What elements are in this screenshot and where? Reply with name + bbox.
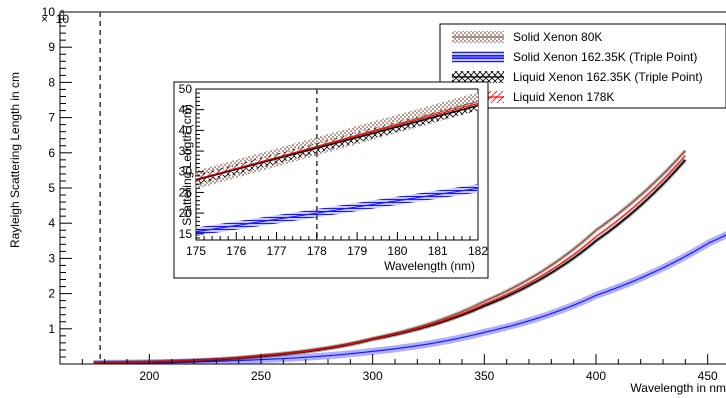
inset-y-tick-label: 45: [179, 103, 193, 117]
main-y-tick-label: 9: [48, 40, 55, 54]
inset-y-tick-label: 30: [179, 165, 193, 179]
inset-line-solid-xenon-162-35k-triple-point: [196, 187, 478, 233]
main-x-tick-label: 350: [474, 369, 494, 383]
main-line-liquid-xenon-178k: [93, 155, 686, 364]
inset-plot-frame: [195, 88, 479, 241]
legend-label-liquid-xenon-178k: Liquid Xenon 178K: [513, 90, 614, 104]
main-y-tick-label: 6: [48, 146, 55, 160]
inset-series-group: [196, 92, 478, 236]
main-x-axis-label: Wavelength in nm: [630, 381, 726, 395]
inset-x-axis-label: Wavelength (nm): [384, 259, 475, 273]
inset-x-axis: 175 176 177 178 179 180 181 182: [186, 232, 488, 258]
inset-x-tick-label: 175: [186, 244, 206, 258]
main-x-tick-label: 300: [363, 369, 383, 383]
inset-y-tick-label: 35: [179, 144, 193, 158]
main-x-axis: 200 250 300 350 400 450: [59, 354, 718, 383]
inset-x-tick-label: 179: [347, 244, 367, 258]
inset-x-tick-label: 182: [468, 244, 488, 258]
main-x-tick-label: 450: [698, 369, 718, 383]
inset-y-tick-label: 50: [179, 82, 193, 96]
inset-x-tick-label: 180: [387, 244, 407, 258]
inset-y-axis-label: Scattering Length (cm): [180, 104, 194, 225]
main-y-tick-label: 10: [42, 5, 56, 19]
main-y-tick-label: 3: [48, 251, 55, 265]
main-y-tick-label: 8: [48, 75, 55, 89]
main-y-exponent-times: ×: [41, 12, 48, 26]
legend-label-solid-xenon-162-35k-triple-point: Solid Xenon 162.35K (Triple Point): [513, 50, 697, 64]
main-y-exponent: 10 × 3: [41, 9, 69, 26]
inset-x-tick-label: 177: [267, 244, 287, 258]
inset-y-axis: 15 20 25 30 35 40 45 50: [179, 82, 204, 241]
inset-y-tick-label: 25: [179, 185, 193, 199]
inset-y-tick-label: 40: [179, 123, 193, 137]
legend-label-liquid-xenon-162-35k-triple-point: Liquid Xenon 162.35K (Triple Point): [513, 70, 703, 84]
main-y-tick-label: 4: [48, 216, 55, 230]
inset-x-tick-label: 176: [226, 244, 246, 258]
inset-y-tick-label: 15: [179, 227, 193, 241]
main-x-tick-label: 250: [251, 369, 271, 383]
inset-line-liquid-xenon-178k: [196, 102, 478, 180]
main-series-group: [93, 149, 726, 364]
main-y-tick-label: 2: [48, 287, 55, 301]
inset-x-tick-label: 181: [428, 244, 448, 258]
main-y-exponent-power: 3: [60, 9, 65, 18]
main-y-axis-label: Rayleigh Scattering Length in cm: [8, 72, 22, 248]
inset-plot: 175 176 177 178 179 180 181 182 15 20 25 30 35 40 45 5…: [173, 81, 489, 279]
inset-y-tick-label: 20: [179, 206, 193, 220]
main-y-exponent-base: 10: [56, 12, 70, 26]
legend-label-solid-xenon-80k: Solid Xenon 80K: [513, 30, 602, 44]
main-y-tick-label: 5: [48, 181, 55, 195]
main-line-solid-xenon-162-35k-triple-point: [93, 234, 726, 364]
main-y-tick-label: 1: [48, 322, 55, 336]
inset-x-tick-label: 178: [307, 244, 327, 258]
inset-line-liquid-xenon-162-35k-triple-point: [196, 104, 478, 181]
main-y-tick-label: 7: [48, 111, 55, 125]
main-x-tick-label: 400: [586, 369, 606, 383]
main-x-tick-label: 200: [139, 369, 159, 383]
